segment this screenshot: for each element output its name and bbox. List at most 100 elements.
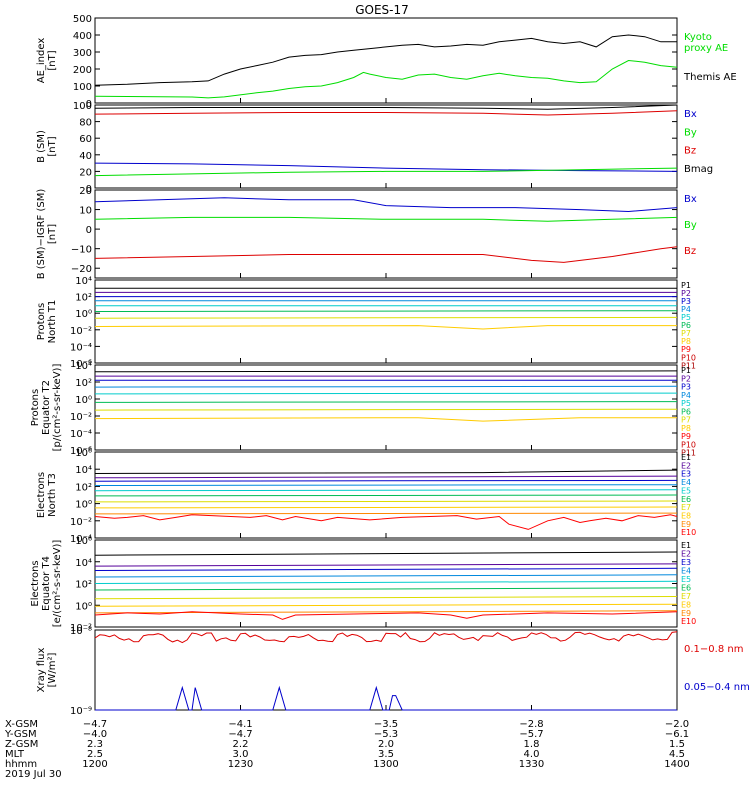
legend-entry: P8 xyxy=(681,424,691,433)
y-tick-label: 10⁻⁶ xyxy=(70,446,92,457)
y-axis-label-line: Protons xyxy=(30,389,41,426)
legend-entry: 0.1−0.8 nm xyxy=(684,644,743,655)
legend-entry: P4 xyxy=(681,305,691,314)
y-tick-label: 0 xyxy=(86,184,92,195)
legend-entry: P11 xyxy=(681,361,696,370)
series-line xyxy=(94,316,678,319)
y-tick-label: 10 xyxy=(79,206,92,217)
x-axis-value: 1300 xyxy=(373,759,398,770)
y-axis-label-line: Electrons xyxy=(30,560,41,606)
legend-entry: P6 xyxy=(681,407,691,416)
legend-entry: P11 xyxy=(681,449,696,458)
panel-4: 10⁻⁶ 10⁻⁴ 10⁻² 10⁰ 10² 10⁴ ProtonsNorth T1 P1P2… xyxy=(36,276,696,370)
legend-entry: E9 xyxy=(681,609,691,618)
series-line xyxy=(94,512,678,515)
y-tick-label: 60 xyxy=(79,134,92,145)
x-axis-row-label: Y-GSM xyxy=(4,729,37,740)
legend-entry: E6 xyxy=(681,583,691,592)
panel-frame xyxy=(94,189,678,279)
series-line xyxy=(94,567,678,571)
x-axis-value: −5.7 xyxy=(519,729,543,740)
y-tick-label: 10⁻² xyxy=(70,517,92,528)
y-tick-label: 20 xyxy=(79,186,92,197)
x-axis-value: 1.8 xyxy=(524,739,540,750)
x-axis-value: 2.0 xyxy=(378,739,394,750)
y-tick-label: 0 xyxy=(86,99,92,110)
legend-entry: E1 xyxy=(681,541,691,550)
y-tick-label: 10⁰ xyxy=(75,500,92,511)
date-label: 2019 Jul 30 xyxy=(5,769,62,780)
legend-entry: E5 xyxy=(681,575,691,584)
legend-entry: P10 xyxy=(681,440,696,449)
legend-entry: Kyoto xyxy=(684,32,712,43)
legend-entry: E7 xyxy=(681,503,691,512)
x-axis-value: −5.3 xyxy=(374,729,398,740)
x-axis-value: 4.0 xyxy=(524,749,540,760)
figure-title: GOES-17 xyxy=(355,3,409,17)
legend-entry: P2 xyxy=(681,289,691,298)
legend-entry: proxy AE xyxy=(684,43,728,54)
series-line xyxy=(94,197,678,213)
series-line xyxy=(94,610,678,614)
x-axis-value: −6.1 xyxy=(665,729,689,740)
legend-entry: P2 xyxy=(681,374,691,383)
series-line xyxy=(94,310,678,312)
y-tick-label: 400 xyxy=(73,31,92,42)
series-line xyxy=(94,370,678,373)
series-line xyxy=(94,216,678,222)
y-axis-label: ProtonsEquator T2[p/(cm²-s-sr-keV)] xyxy=(30,364,63,452)
legend-entry: E6 xyxy=(681,495,691,504)
x-axis-row-label: Z-GSM xyxy=(5,739,38,750)
y-tick-label: 10² xyxy=(75,580,92,591)
legend-entry: E10 xyxy=(681,617,696,626)
y-axis-label: B (SM)−IGRF (SM)[nT] xyxy=(36,189,58,280)
legend-entry: Bz xyxy=(684,246,696,257)
y-tick-label: 10⁴ xyxy=(75,465,92,476)
y-tick-label: 10⁴ xyxy=(75,361,92,372)
y-tick-label: 10⁰ xyxy=(75,309,92,320)
y-axis-label-line: B (SM)−IGRF (SM) xyxy=(36,189,47,280)
series-line xyxy=(94,494,678,497)
legend-entry: E8 xyxy=(681,512,691,521)
legend-entry: P9 xyxy=(681,432,691,441)
y-tick-label: 200 xyxy=(73,65,92,76)
legend-entry: E10 xyxy=(681,528,696,537)
series-line xyxy=(94,587,678,591)
x-axis-value: −4.0 xyxy=(83,729,107,740)
x-axis-value: −4.7 xyxy=(228,729,252,740)
series-line xyxy=(94,563,678,567)
y-axis-label-line: AE_index xyxy=(36,38,47,84)
y-axis-label-line: North T3 xyxy=(47,473,58,517)
legend-entry: P1 xyxy=(681,366,691,375)
y-axis-label-line: [e/(cm²-s-sr-keV)] xyxy=(52,540,63,628)
y-axis-label: Xray flux[W/m²] xyxy=(36,648,58,693)
series-line xyxy=(94,408,678,411)
panel-3: −20 −10 0 10 20 B (SM)−IGRF (SM)[nT] Bx By Bz xyxy=(36,186,697,279)
x-axis-value: 2.2 xyxy=(233,739,249,750)
legend-entry: By xyxy=(684,127,697,138)
legend-entry: P10 xyxy=(681,353,696,362)
legend-entry: E3 xyxy=(681,470,691,479)
y-axis-label: ElectronsNorth T3 xyxy=(36,472,58,518)
panel-5: 10⁻⁶ 10⁻⁴ 10⁻² 10⁰ 10² 10⁴ ProtonsEquator T2[p… xyxy=(30,361,696,458)
series-line xyxy=(94,325,677,330)
series-line xyxy=(94,631,678,644)
panel-frame xyxy=(94,104,678,189)
panel-7: 10⁻² 10⁰ 10² 10⁴ 10⁶ ElectronsEquator T4[e/(c… xyxy=(30,536,696,634)
legend-entry: P5 xyxy=(681,313,691,322)
x-axis-row-label: MLT xyxy=(5,749,25,760)
series-line xyxy=(94,59,678,99)
legend-entry: E8 xyxy=(681,600,691,609)
legend-entry: Bx xyxy=(684,194,697,205)
x-axis-value: 1200 xyxy=(82,759,107,770)
y-tick-label: 10⁴ xyxy=(75,276,92,287)
x-axis-value: −4.1 xyxy=(228,719,252,730)
legend-entry: P7 xyxy=(681,416,691,425)
y-tick-label: 10⁻⁸ xyxy=(70,626,92,637)
x-axis-value: 2.3 xyxy=(87,739,103,750)
panel-8: 10⁻⁹ 10⁻⁸ Xray flux[W/m²] 0.1−0.8 nm 0.05−0.… xyxy=(36,626,750,717)
x-axis-value: 3.5 xyxy=(378,749,394,760)
series-line xyxy=(94,500,678,503)
